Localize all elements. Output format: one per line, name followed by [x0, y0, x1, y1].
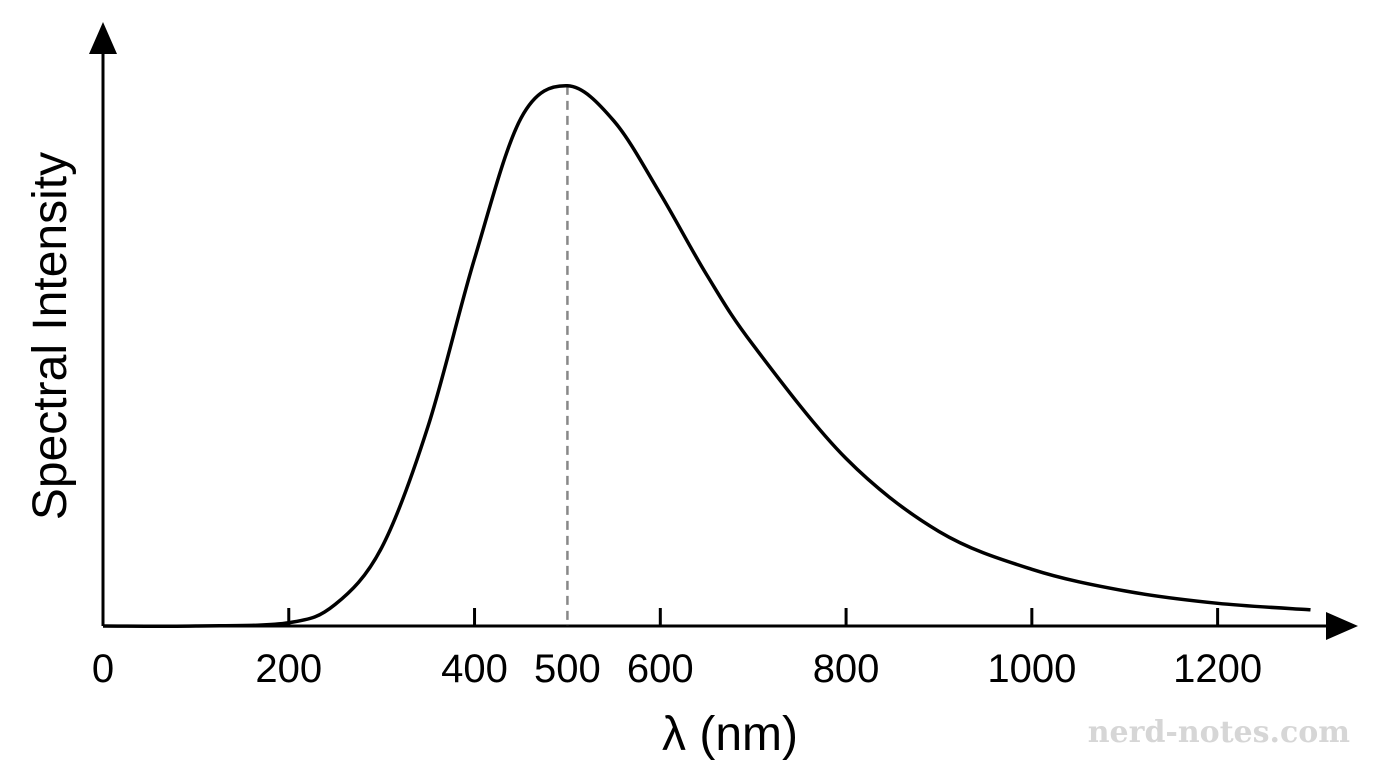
y-axis-label: Spectral Intensity: [24, 152, 77, 520]
series-points: [101, 84, 1313, 628]
y-axis-arrow: [89, 22, 117, 54]
x-axis-label: λ (nm): [662, 708, 798, 761]
x-ticks: [287, 608, 1220, 626]
series-line: [102, 84, 1311, 628]
watermark: nerd-notes.com: [1088, 715, 1351, 750]
x-tick-label-1000: 1000: [987, 647, 1076, 691]
x-tick-label-500: 500: [534, 647, 601, 691]
x-axis-arrow: [1326, 612, 1358, 640]
x-tick-label-1200: 1200: [1173, 647, 1262, 691]
x-tick-label-200: 200: [255, 647, 322, 691]
x-tick-label-800: 800: [813, 647, 880, 691]
x-tick-label-400: 400: [441, 647, 508, 691]
x-tick-label-0: 0: [92, 647, 114, 691]
axes: [89, 22, 1358, 640]
x-tick-labels: 0 200 400 500 600 800 1000 1200: [92, 647, 1262, 691]
x-tick-label-600: 600: [627, 647, 694, 691]
